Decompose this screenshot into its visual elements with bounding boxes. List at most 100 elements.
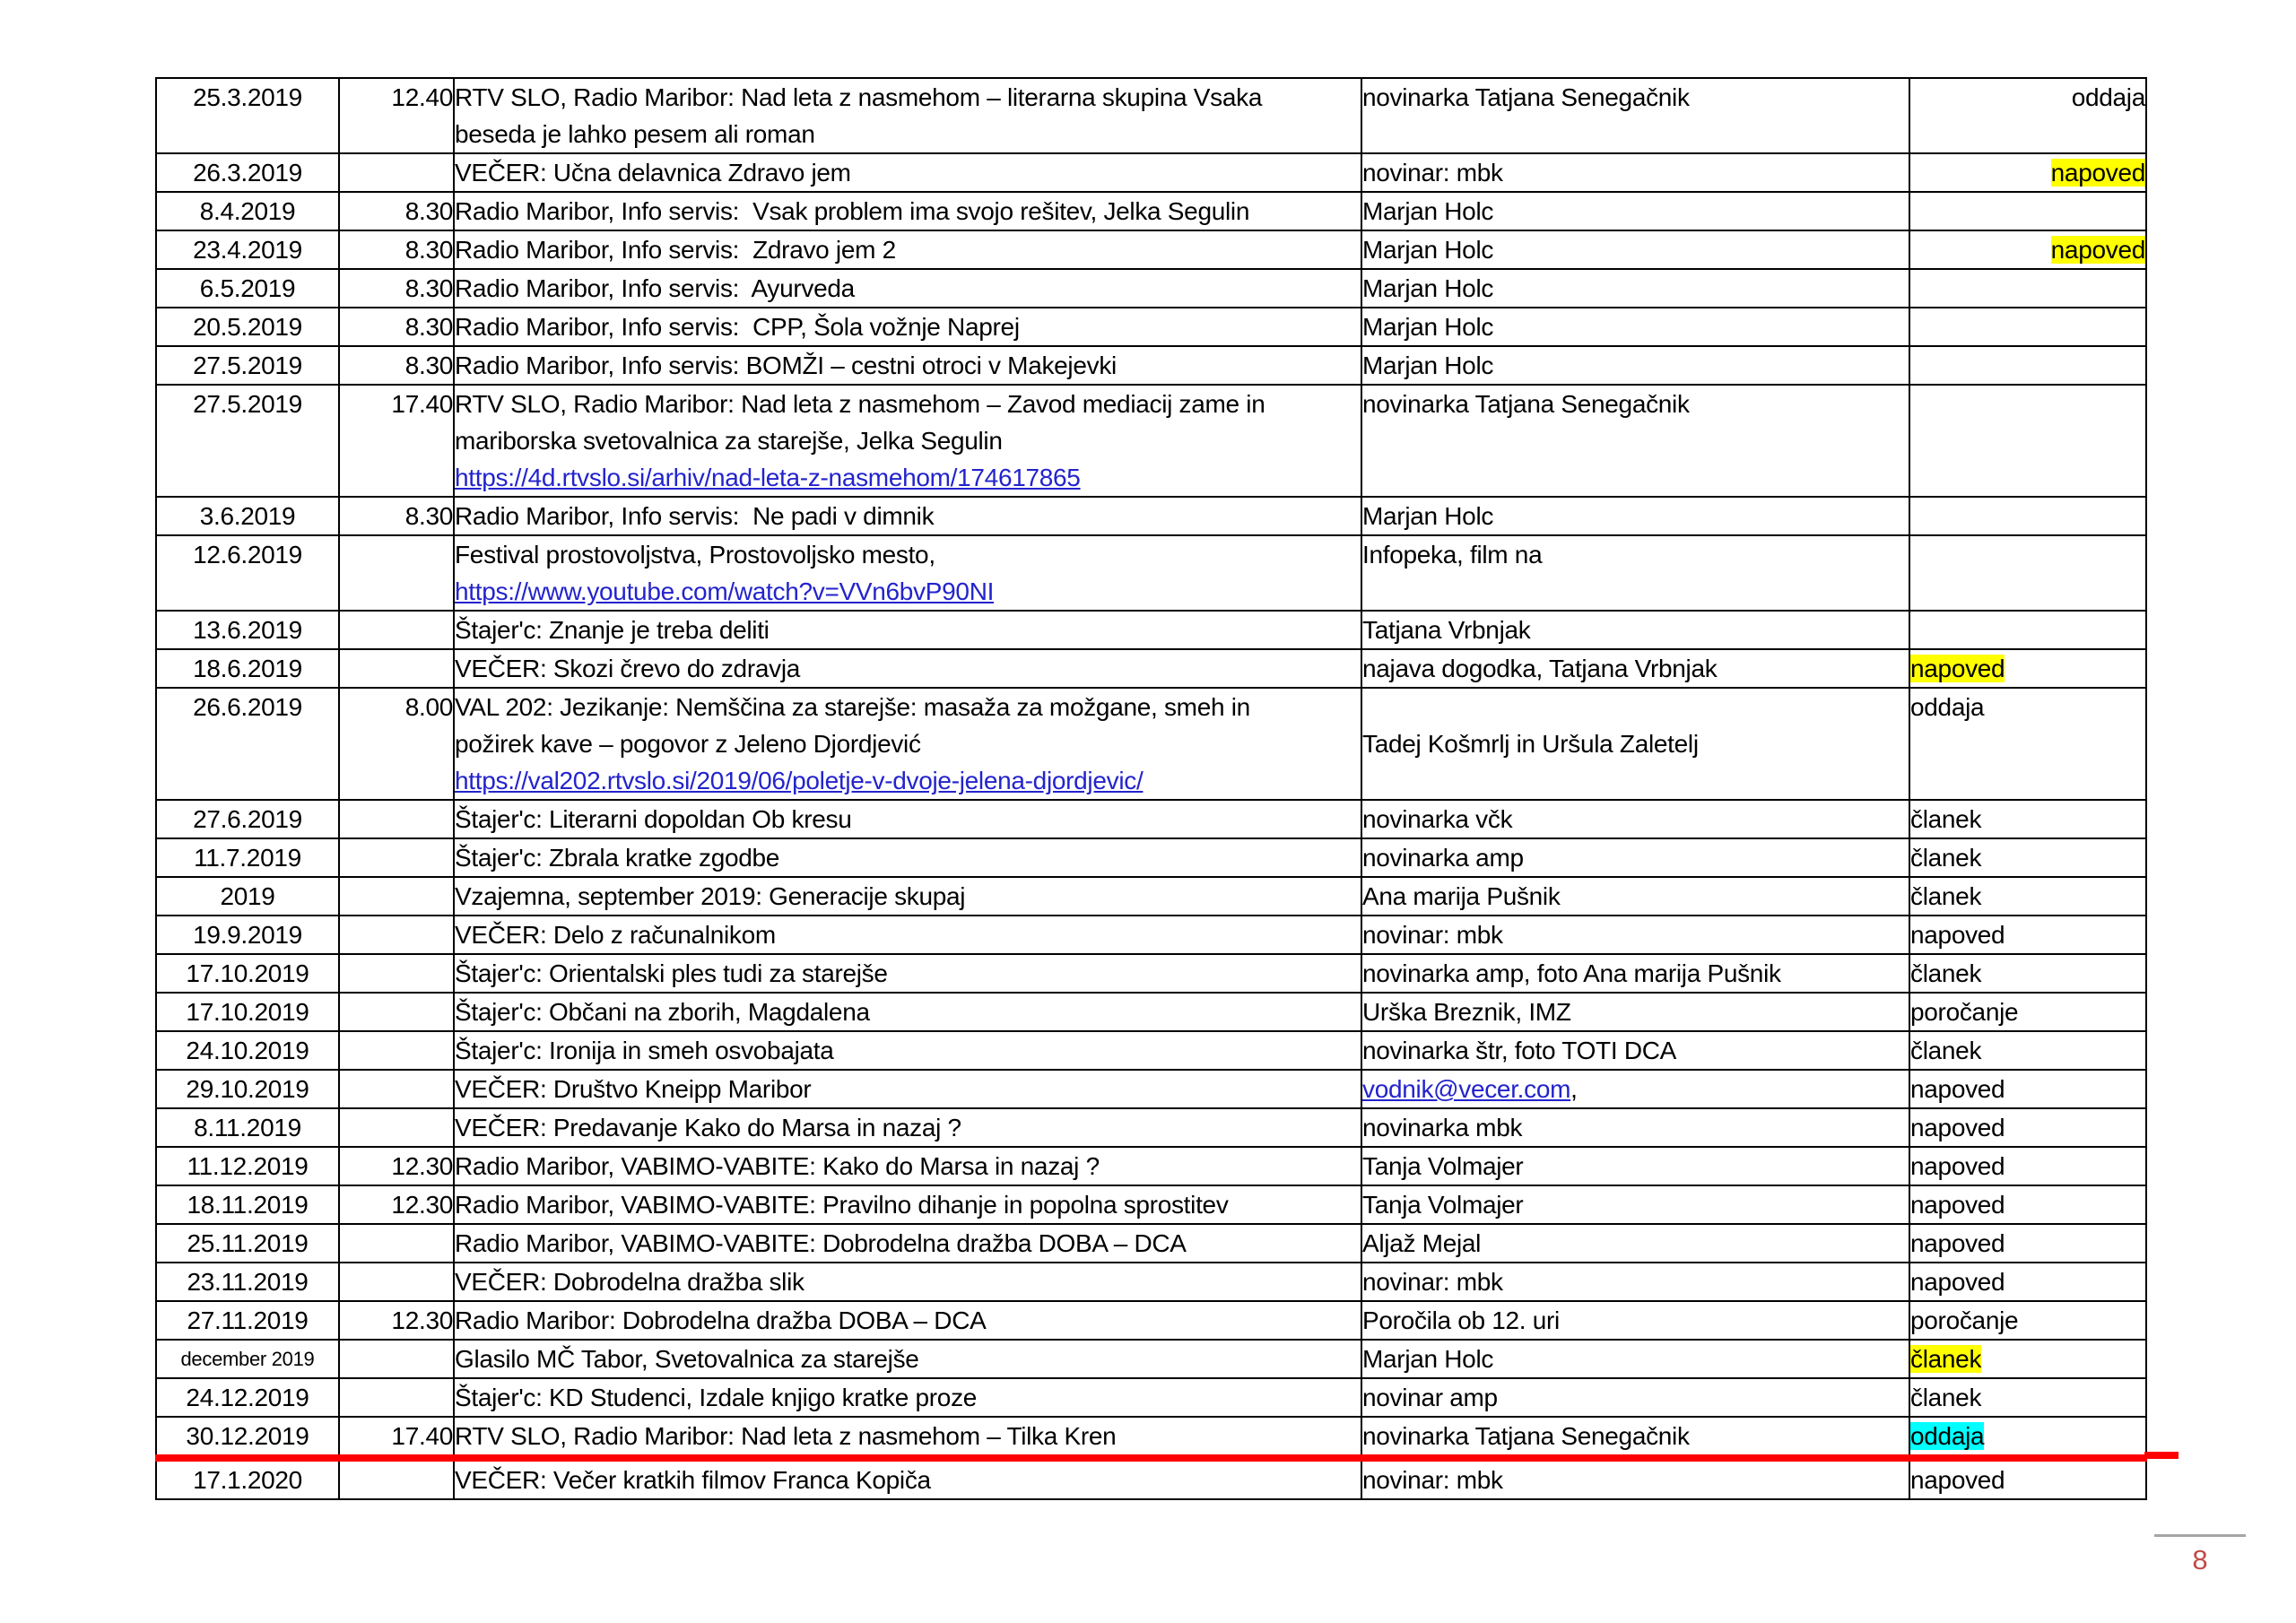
type-cell: poročanje (1909, 992, 2147, 1032)
text-segment: novinarka štr, foto TOTI DCA (1362, 1037, 1677, 1064)
journalist-cell: Marjan Holc (1361, 191, 1910, 231)
date-cell: 26.3.2019 (155, 152, 340, 193)
journalist-cell: Aljaž Mejal (1361, 1223, 1910, 1263)
journalist-cell: Poročila ob 12. uri (1361, 1300, 1910, 1341)
journalist-line: Marjan Holc (1363, 348, 1908, 383)
date-cell: december 2019 (155, 1339, 340, 1379)
text-segment: RTV SLO, Radio Maribor: Nad leta z nasme… (455, 1422, 1117, 1450)
type-cell: napoved (1909, 1069, 2147, 1109)
time-cell: 8.30 (338, 191, 455, 231)
description-cell: Radio Maribor, Info servis: CPP, Šola vo… (453, 307, 1362, 347)
description-cell: Radio Maribor, Info servis: BOMŽI – cest… (453, 345, 1362, 386)
journalist-line: Marjan Holc (1362, 309, 1908, 344)
text-segment: Tanja Volmajer (1362, 1152, 1524, 1180)
hyperlink[interactable]: https://val202.rtvslo.si/2019/06/poletje… (455, 767, 1144, 794)
text-segment: Marjan Holc (1362, 313, 1494, 341)
description-cell: Radio Maribor: Dobrodelna dražba DOBA – … (453, 1300, 1362, 1341)
date-cell: 12.6.2019 (155, 534, 340, 612)
text-segment: Štajer'c: Orientalski ples tudi za stare… (455, 959, 888, 987)
type-cell: napoved (1909, 1146, 2147, 1186)
time-cell (338, 1457, 455, 1500)
red-separator-line (2144, 1452, 2179, 1459)
text-segment: novinarka Tatjana Senegačnik (1362, 1422, 1690, 1450)
journalist-line: Tadej Košmrlj in Uršula Zaletelj (1363, 725, 1908, 762)
journalist-cell: Marjan Holc (1361, 496, 1910, 536)
type-cell: napoved (1909, 1107, 2147, 1148)
text-segment: Urška Breznik, IMZ (1362, 998, 1571, 1026)
date-cell: 8.4.2019 (155, 191, 340, 231)
type-cell: napoved (1909, 1457, 2147, 1500)
date-cell: 13.6.2019 (155, 610, 340, 650)
type-label: napoved (2050, 236, 2145, 264)
date-cell: 18.6.2019 (155, 648, 340, 689)
description-line: Glasilo MČ Tabor, Svetovalnica za starej… (456, 1341, 1360, 1376)
journalist-cell: novinarka Tatjana Senegačnik (1361, 384, 1910, 498)
table-row: 17.1.2020 VEČER: Večer kratkih filmov Fra… (155, 1457, 2147, 1500)
journalist-cell: novinar: mbk (1361, 1457, 1910, 1500)
date-cell: 17.10.2019 (155, 992, 340, 1032)
hyperlink[interactable]: vodnik@vecer.com (1362, 1075, 1571, 1103)
journalist-cell: Urška Breznik, IMZ (1361, 992, 1910, 1032)
description-cell: Vzajemna, september 2019: Generacije sku… (453, 876, 1362, 916)
journalist-cell: novinarka amp, foto Ana marija Pušnik (1361, 953, 1910, 994)
text-segment: VEČER: Skozi črevo do zdravja (455, 655, 801, 682)
text-segment: Radio Maribor: Dobrodelna dražba DOBA – … (455, 1306, 987, 1334)
date-cell: 19.9.2019 (155, 915, 340, 955)
description-cell: Štajer'c: KD Studenci, Izdale knjigo kra… (453, 1377, 1362, 1418)
journalist-cell: novinarka štr, foto TOTI DCA (1361, 1030, 1910, 1071)
text-segment: Marjan Holc (1362, 502, 1494, 530)
text-segment: mariborska svetovalnica za starejše, Jel… (455, 427, 1003, 455)
text-segment: Radio Maribor, Info servis: Ne padi v di… (455, 502, 935, 530)
type-cell: poročanje (1909, 1300, 2147, 1341)
type-label: poročanje (1910, 998, 2019, 1026)
time-cell (338, 915, 455, 955)
text-segment: VEČER: Predavanje Kako do Marsa in nazaj… (455, 1114, 961, 1141)
description-cell: RTV SLO, Radio Maribor: Nad leta z nasme… (453, 384, 1362, 498)
description-line: VEČER: Večer kratkih filmov Franca Kopič… (456, 1462, 1360, 1497)
hyperlink[interactable]: https://4d.rtvslo.si/arhiv/nad-leta-z-na… (455, 464, 1081, 491)
date-cell: 29.10.2019 (155, 1069, 340, 1109)
description-line: RTV SLO, Radio Maribor: Nad leta z nasme… (455, 1419, 1360, 1451)
description-line: https://www.youtube.com/watch?v=VVn6bvP9… (455, 573, 1360, 609)
description-cell: Štajer'c: Ironija in smeh osvobajata (453, 1030, 1362, 1071)
type-label: napoved (1910, 1229, 2005, 1257)
journalist-line: Marjan Holc (1363, 271, 1908, 306)
type-cell: članek (1909, 799, 2147, 839)
date-cell: 23.11.2019 (155, 1262, 340, 1302)
journalist-line: najava dogodka, Tatjana Vrbnjak (1362, 651, 1908, 686)
text-segment: novinar: mbk (1362, 159, 1503, 187)
text-segment: Radio Maribor, VABIMO-VABITE: Pravilno d… (455, 1191, 1229, 1219)
table-row: 29.10.2019 VEČER: Društvo Kneipp Maribor v… (155, 1069, 2147, 1109)
text-segment: RTV SLO, Radio Maribor: Nad leta z nasme… (455, 83, 1263, 111)
text-segment: Festival prostovoljstva, Prostovoljsko m… (455, 541, 935, 568)
type-label: napoved (1910, 1152, 2005, 1180)
date-cell: 18.11.2019 (155, 1185, 340, 1225)
text-segment: Vzajemna, september 2019: Generacije sku… (455, 882, 966, 910)
type-cell: napoved (1909, 1262, 2147, 1302)
type-label: napoved (1910, 1268, 2005, 1296)
type-cell: napoved (1909, 152, 2147, 193)
description-line: Štajer'c: Literarni dopoldan Ob kresu (456, 802, 1360, 837)
text-segment: najava dogodka, Tatjana Vrbnjak (1362, 655, 1718, 682)
type-label: napoved (1910, 1466, 2005, 1494)
table-row: 18.6.2019 VEČER: Skozi črevo do zdravja na… (155, 648, 2147, 689)
description-cell: RTV SLO, Radio Maribor: Nad leta z nasme… (453, 1416, 1362, 1462)
type-label: napoved (1910, 1075, 2005, 1103)
description-line: Štajer'c: Zbrala kratke zgodbe (456, 840, 1360, 875)
type-cell: članek (1909, 953, 2147, 994)
type-cell: napoved (1909, 915, 2147, 955)
journalist-cell: novinar: mbk (1361, 1262, 1910, 1302)
type-label: članek (1910, 1384, 1982, 1411)
type-label: članek (1910, 1037, 1982, 1064)
journalist-line: Ana marija Pušnik (1363, 879, 1908, 914)
time-cell (338, 992, 455, 1032)
time-cell (338, 648, 455, 689)
type-cell (1909, 384, 2147, 498)
date-cell: 30.12.2019 (155, 1416, 340, 1462)
text-segment: Infopeka, film na (1362, 541, 1543, 568)
description-line: VEČER: Predavanje Kako do Marsa in nazaj… (455, 1110, 1360, 1145)
type-cell: članek (1909, 838, 2147, 878)
hyperlink[interactable]: https://www.youtube.com/watch?v=VVn6bvP9… (455, 577, 995, 605)
time-cell: 8.30 (338, 307, 455, 347)
description-cell: VEČER: Dobrodelna dražba slik (453, 1262, 1362, 1302)
